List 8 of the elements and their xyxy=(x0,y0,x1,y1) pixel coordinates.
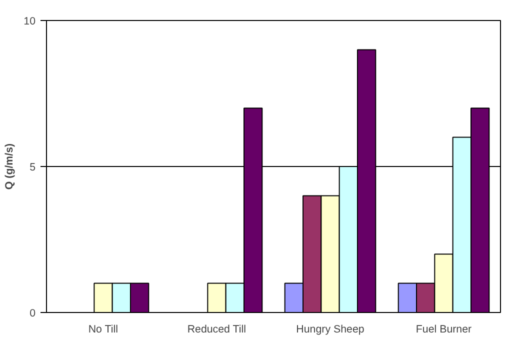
x-tick-label: Reduced Till xyxy=(187,324,246,336)
y-tick-label: 5 xyxy=(30,162,36,174)
x-tick-label: No Till xyxy=(88,324,118,336)
x-tick-label: Hungry Sheep xyxy=(296,324,364,336)
y-tick-label: 10 xyxy=(24,16,36,28)
x-tick-label: Fuel Burner xyxy=(416,324,472,336)
y-tick-label: 0 xyxy=(30,308,36,320)
y-axis-title: Q (g/m/s) xyxy=(4,142,16,190)
